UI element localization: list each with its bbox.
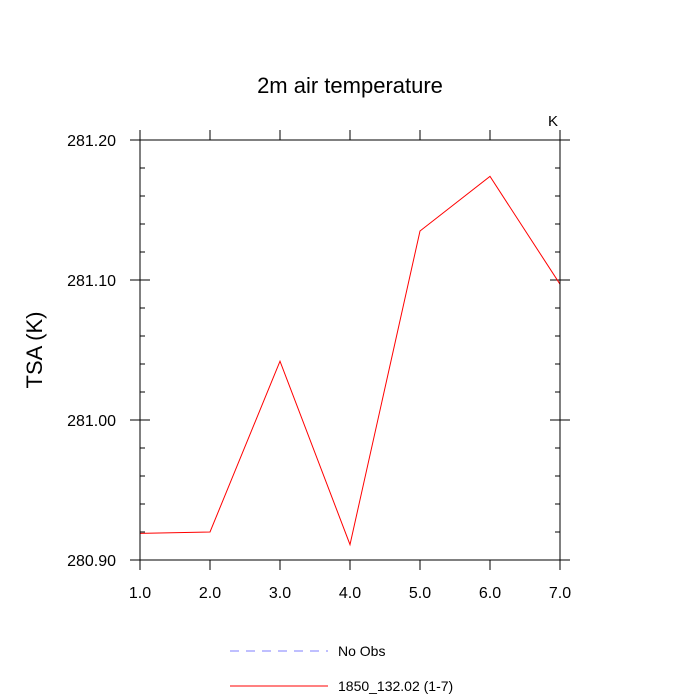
x-tick-label: 7.0 xyxy=(549,585,571,602)
x-tick-label: 2.0 xyxy=(199,585,221,602)
units-label: K xyxy=(548,113,558,130)
y-tick-label: 280.90 xyxy=(67,553,116,570)
y-tick-label: 281.20 xyxy=(67,133,116,150)
x-tick-label: 4.0 xyxy=(339,585,361,602)
axis-tick-labels: 1.0 2.0 3.0 4.0 5.0 6.0 7.0 280.90 281.00 281.10 2… xyxy=(67,133,571,602)
y-tick-label: 281.10 xyxy=(67,273,116,290)
x-tick-label: 1.0 xyxy=(129,585,151,602)
x-tick-label: 6.0 xyxy=(479,585,501,602)
series-line xyxy=(139,175,561,547)
legend-label-1850: 1850_132.02 (1-7) xyxy=(338,678,453,694)
chart-title: 2m air temperature xyxy=(257,73,443,98)
plot-frame xyxy=(139,139,561,561)
legend: No Obs 1850_132.02 (1-7) xyxy=(230,643,453,694)
series-layer xyxy=(139,175,561,547)
legend-label-no-obs: No Obs xyxy=(338,643,385,659)
y-tick-label: 281.00 xyxy=(67,413,116,430)
axis-ticks xyxy=(130,130,570,570)
y-axis-label: TSA (K) xyxy=(22,311,47,388)
x-tick-label: 3.0 xyxy=(269,585,291,602)
x-tick-label: 5.0 xyxy=(409,585,431,602)
